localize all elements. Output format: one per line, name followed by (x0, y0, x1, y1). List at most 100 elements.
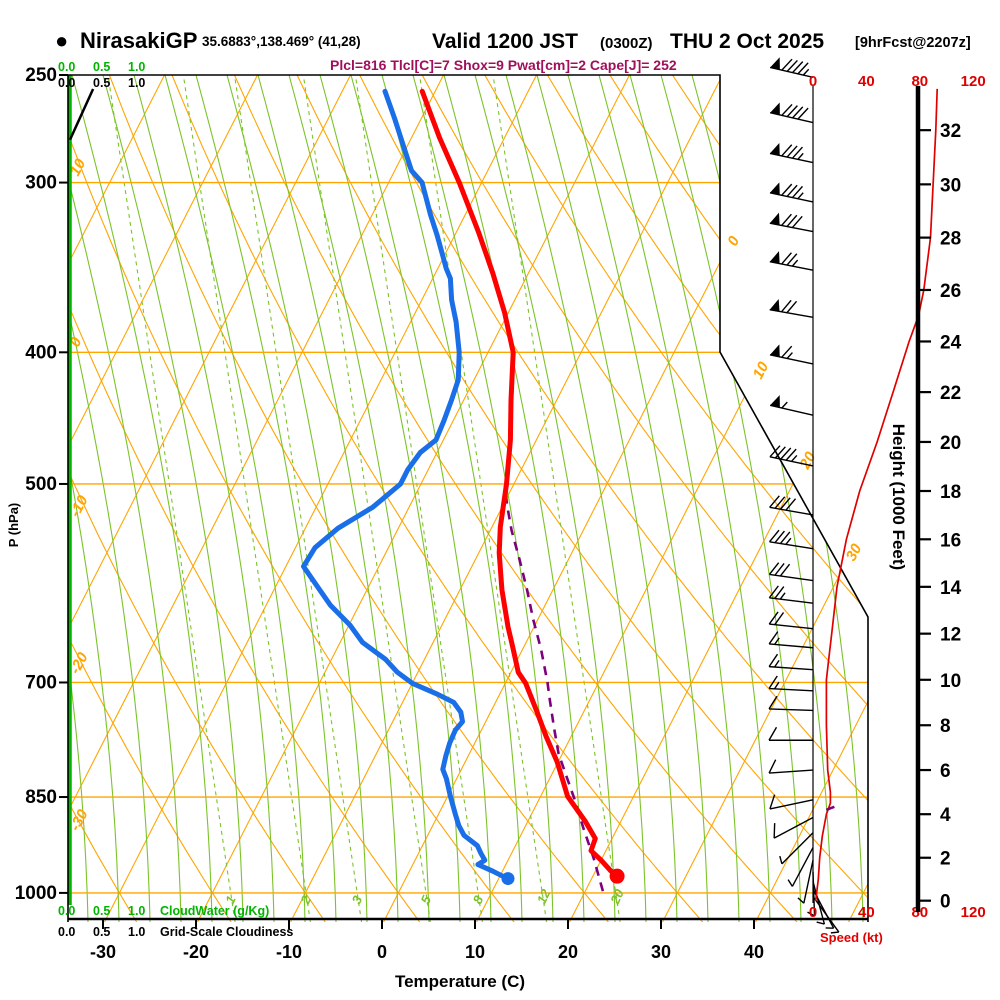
chart-border (67, 74, 869, 922)
dry-adiabat-line (68, 75, 232, 922)
wind-barb (769, 495, 814, 516)
height-tick-label: 10 (940, 671, 961, 692)
height-tick-label: 12 (940, 625, 961, 646)
pressure-tick-label: 700 (25, 672, 57, 693)
speed-tick-label: 0 (809, 904, 817, 921)
height-tick-label: 28 (940, 229, 961, 250)
wind-barb (768, 529, 814, 550)
temperature-axis-label: Temperature (C) (395, 972, 525, 991)
wind-barb (797, 860, 814, 904)
moist-adiabat-line (164, 75, 306, 922)
moist-adiabat-line (68, 75, 89, 922)
mixing-ratio-label: 12 (534, 886, 554, 906)
wind-barb (768, 585, 814, 604)
forecast-tag: [9hrFcst@2207z] (855, 35, 971, 51)
temperature-tick-label: -30 (90, 942, 116, 962)
cloudwater-scale-bottom-0: 0.0 (58, 904, 75, 918)
dry-adiabat-line (68, 75, 327, 922)
mixing-ratio-line (107, 75, 236, 922)
pressure-tick-label: 500 (25, 474, 57, 495)
isotherm-label: 20 (796, 449, 820, 473)
cloudiness-profile-line (68, 88, 95, 141)
isotherm-label: 0 (724, 233, 743, 249)
pressure-axis-label: P (hPa) (6, 503, 21, 548)
moist-adiabat-line (71, 75, 213, 922)
cloudiness-scale-bottom-0: 0.0 (58, 925, 75, 939)
surface-dewpoint-dot (501, 872, 515, 886)
wind-barb (769, 182, 814, 203)
cloudiness-scale-top-2: 1.0 (128, 76, 145, 90)
isotherm-line (848, 75, 868, 922)
cloudwater-scale-bottom-2: 1.0 (128, 904, 145, 918)
wind-barb (768, 631, 814, 649)
height-tick-label: 14 (940, 578, 962, 599)
wind-barb (769, 57, 814, 79)
wind-barb (812, 881, 826, 925)
wind-barb (779, 832, 814, 865)
mixing-ratio-line (419, 75, 548, 922)
station-name: NirasakiGP (80, 28, 197, 53)
moist-adiabat-line (722, 75, 864, 922)
speed-axis-label: Speed (kt) (820, 930, 883, 945)
wind-barb (769, 143, 814, 164)
moist-adiabat-line (288, 75, 430, 922)
moist-adiabat-line (195, 75, 337, 922)
height-tick-label: 6 (940, 761, 951, 782)
moist-adiabat-line (629, 75, 771, 922)
height-tick-label: 32 (940, 121, 961, 142)
wind-barb (768, 759, 814, 774)
height-tick-label: 22 (940, 383, 961, 404)
pressure-tick-label: 400 (25, 342, 57, 363)
sounding-parameters: Plcl=816 Tlcl[C]=7 Shox=9 Pwat[cm]=2 Cap… (330, 57, 677, 73)
moist-adiabat-line (102, 75, 244, 922)
wind-barb (807, 871, 816, 917)
surface-temperature-dot (609, 868, 625, 884)
cloudiness-scale-top-0: 0.0 (58, 76, 75, 90)
mixing-ratio-label: 20 (607, 886, 627, 907)
mixing-ratio-line (354, 75, 483, 922)
speed-tick-label: 120 (961, 73, 986, 90)
isotherm-line (569, 75, 868, 922)
moist-adiabat-line (505, 75, 647, 922)
temperature-tick-label: 20 (558, 942, 578, 962)
cloudwater-scale-top-0: 0.0 (58, 60, 75, 74)
background-grid (68, 75, 868, 922)
wind-barb (768, 653, 814, 671)
isotherm-line (197, 75, 630, 922)
height-tick-label: 2 (940, 849, 951, 870)
speed-tick-label: 40 (858, 73, 875, 90)
dry-adiabat-line (68, 75, 516, 922)
pressure-tick-label: 250 (25, 65, 57, 86)
dry-adiabat-line (484, 75, 868, 922)
moist-adiabat-line (133, 75, 275, 922)
moist-adiabat-line (68, 75, 120, 922)
temperature-tick-label: 30 (651, 942, 671, 962)
wind-barb (768, 695, 814, 712)
moist-adiabat-line (598, 75, 740, 922)
temperature-tick-label: 10 (465, 942, 485, 962)
wind-barb (768, 675, 814, 692)
speed-tick-label: 40 (858, 904, 875, 921)
isotherm-line (68, 75, 444, 922)
station-dot: ● (55, 28, 68, 53)
pressure-tick-label: 850 (25, 787, 57, 808)
speed-tick-label: 80 (911, 73, 928, 90)
dry-adiabat-label: 10 (67, 156, 90, 179)
dry-adiabat-line (609, 75, 868, 922)
dry-adiabat-line (359, 75, 868, 922)
wind-barb (769, 251, 814, 271)
cloudwater-scale-top-2: 1.0 (128, 60, 145, 74)
moist-adiabat-line (226, 75, 368, 922)
height-tick-label: 26 (940, 281, 961, 302)
wind-barb (769, 102, 814, 124)
valid-zulu: (0300Z) (600, 35, 653, 52)
moist-adiabat-line (474, 75, 616, 922)
isotherm-label: 30 (843, 541, 866, 564)
dry-adiabat-line (233, 75, 799, 922)
wind-barb (768, 562, 814, 582)
cloudwater-scale-bottom-1: 0.5 (93, 904, 110, 918)
height-tick-label: 0 (940, 892, 951, 913)
moist-adiabat-line (815, 75, 868, 922)
height-tick-label: 18 (940, 482, 961, 503)
moist-adiabat-line (567, 75, 709, 922)
